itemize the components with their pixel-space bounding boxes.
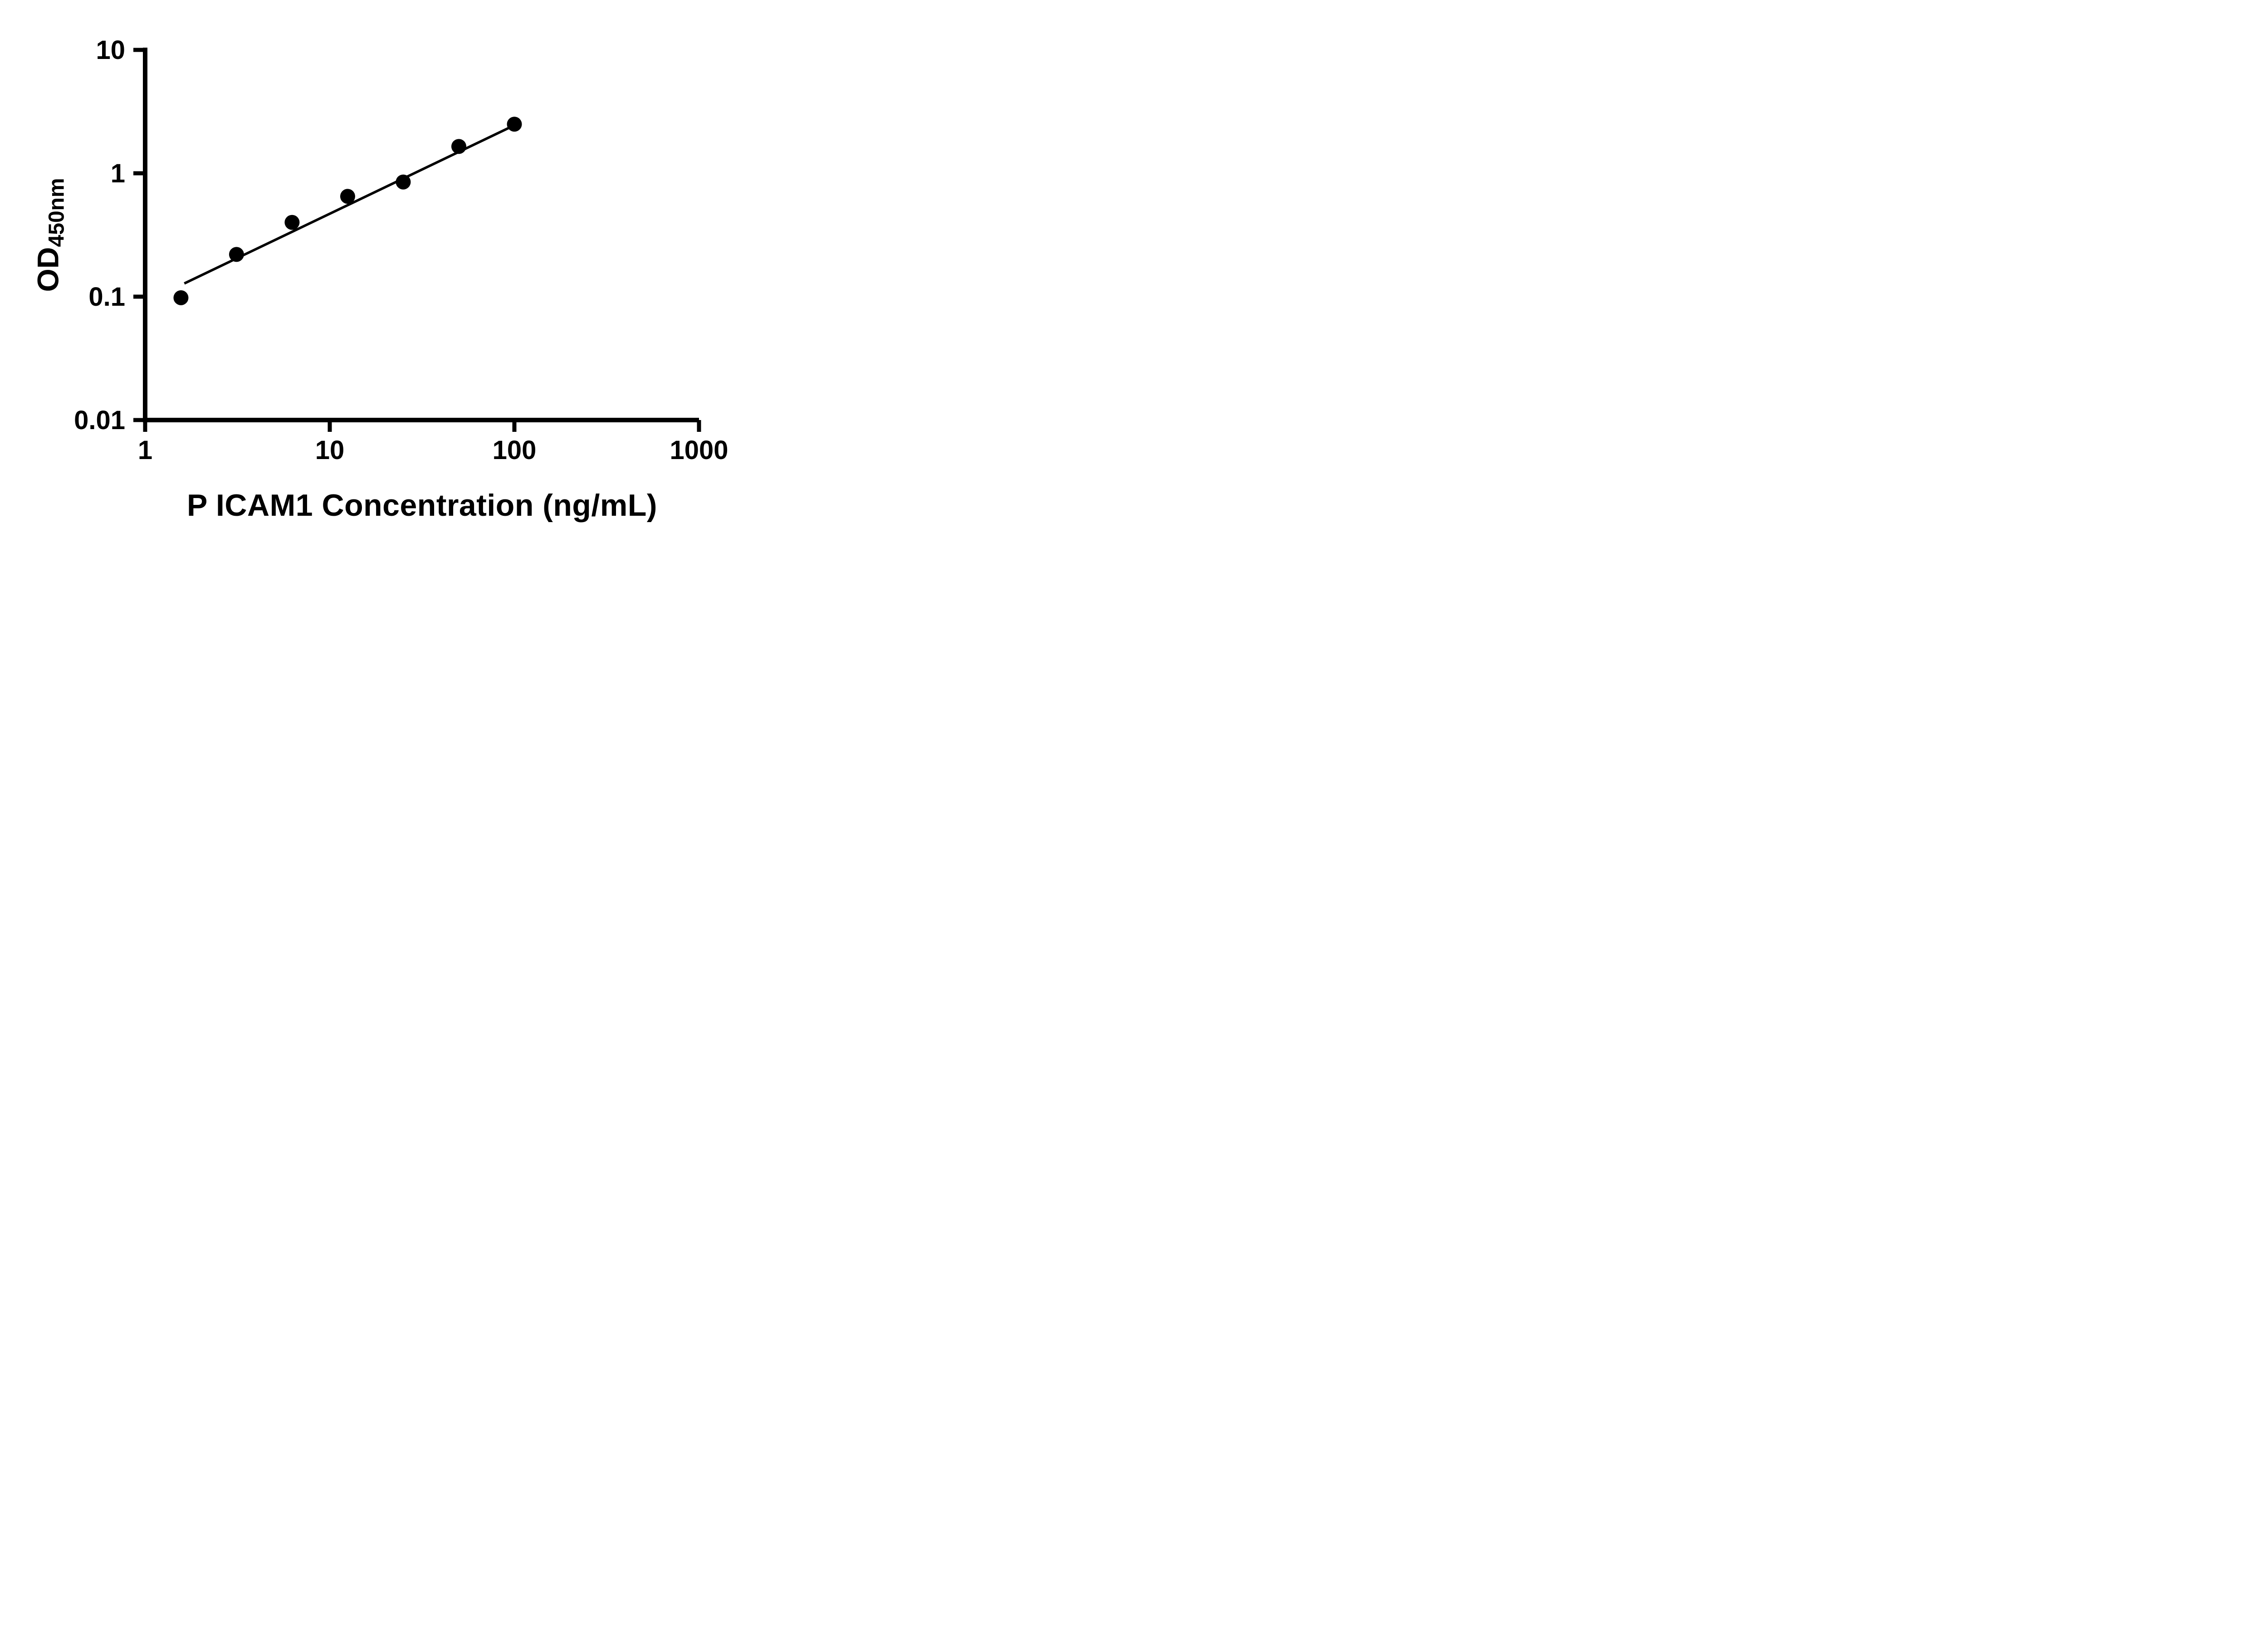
y-axis-title-text: OD [31, 247, 65, 292]
data-point [507, 117, 522, 132]
x-axis-tick-label: 1000 [670, 435, 728, 465]
x-axis-title-text: P ICAM1 Concentration (ng/mL) [186, 488, 658, 523]
chart-plot-area: 1 10 100 1000 10 1 0.1 0.01 [74, 35, 728, 465]
data-point [229, 247, 244, 262]
x-axis-title: P ICAM1 Concentration (ng/mL) [145, 488, 699, 523]
data-point [451, 139, 466, 154]
x-axis-tick-label: 100 [493, 435, 537, 465]
y-axis-tick-label: 0.1 [88, 282, 125, 312]
y-axis-title-subscript: 450nm [44, 178, 69, 247]
data-point [173, 290, 189, 305]
axis-lines [143, 48, 699, 422]
x-axis-tick-label: 10 [315, 435, 345, 465]
y-axis-title: OD450nm [31, 178, 69, 292]
y-axis-tick-label: 10 [96, 35, 125, 65]
data-point [284, 215, 300, 230]
y-axis-tick-label: 0.01 [74, 406, 125, 435]
y-axis-tick-label: 1 [111, 159, 125, 188]
data-point [340, 189, 355, 204]
data-point [396, 174, 411, 190]
standard-curve-chart: 1 10 100 1000 10 1 0.1 0.01 P ICAM1 Concentrati… [0, 0, 772, 544]
x-axis-tick-label: 1 [138, 435, 152, 465]
